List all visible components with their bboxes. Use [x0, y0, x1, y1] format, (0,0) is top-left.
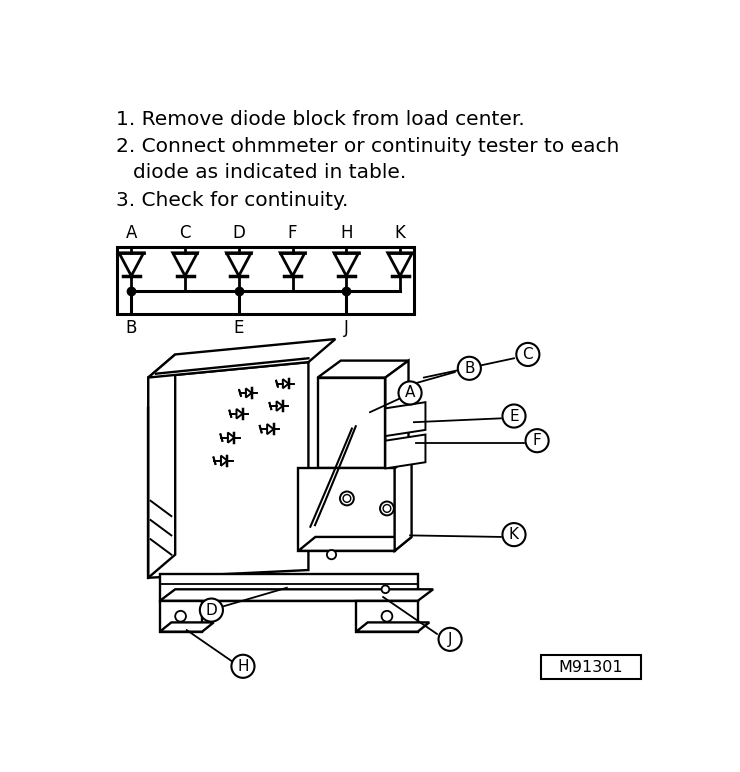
Text: F: F [533, 433, 542, 449]
Polygon shape [160, 589, 433, 601]
Polygon shape [356, 601, 418, 631]
Polygon shape [160, 601, 202, 631]
Polygon shape [160, 622, 214, 631]
Polygon shape [317, 378, 386, 469]
Circle shape [525, 429, 548, 452]
Bar [118, 246, 414, 314]
Circle shape [382, 585, 389, 593]
Text: A: A [126, 224, 137, 242]
Text: E: E [509, 408, 519, 424]
Bar [541, 655, 641, 679]
Polygon shape [386, 402, 426, 436]
Polygon shape [148, 339, 335, 378]
Circle shape [200, 598, 223, 621]
Circle shape [502, 523, 525, 546]
Polygon shape [298, 537, 411, 550]
Polygon shape [148, 354, 175, 577]
Polygon shape [386, 435, 426, 469]
Text: B: B [126, 319, 137, 337]
Text: F: F [288, 224, 297, 242]
Text: K: K [394, 224, 406, 242]
Text: D: D [206, 603, 218, 618]
Text: A: A [405, 385, 415, 401]
Polygon shape [298, 469, 394, 550]
Circle shape [399, 381, 422, 405]
Text: B: B [464, 361, 474, 376]
Circle shape [232, 655, 255, 678]
Polygon shape [394, 455, 411, 550]
Polygon shape [148, 362, 309, 577]
Text: E: E [234, 319, 244, 337]
Text: C: C [179, 224, 191, 242]
Circle shape [175, 611, 186, 621]
Text: D: D [232, 224, 245, 242]
Circle shape [340, 492, 354, 506]
Circle shape [517, 343, 539, 366]
Text: H: H [238, 659, 249, 674]
Circle shape [439, 628, 462, 651]
Circle shape [327, 550, 336, 559]
Circle shape [458, 357, 481, 380]
Circle shape [502, 405, 525, 428]
Polygon shape [386, 361, 408, 469]
Text: J: J [448, 631, 452, 647]
Text: 1. Remove diode block from load center.: 1. Remove diode block from load center. [116, 110, 525, 129]
Text: H: H [340, 224, 352, 242]
Polygon shape [356, 622, 429, 631]
Polygon shape [160, 574, 418, 601]
Text: diode as indicated in table.: diode as indicated in table. [133, 164, 406, 182]
Text: K: K [509, 527, 519, 542]
Circle shape [382, 611, 392, 621]
Text: C: C [522, 347, 534, 362]
Text: 2. Connect ohmmeter or continuity tester to each: 2. Connect ohmmeter or continuity tester… [116, 137, 619, 156]
Text: 3. Check for continuity.: 3. Check for continuity. [116, 191, 349, 210]
Text: M91301: M91301 [559, 659, 623, 675]
Polygon shape [317, 361, 408, 378]
Text: J: J [344, 319, 349, 337]
Circle shape [380, 502, 394, 516]
